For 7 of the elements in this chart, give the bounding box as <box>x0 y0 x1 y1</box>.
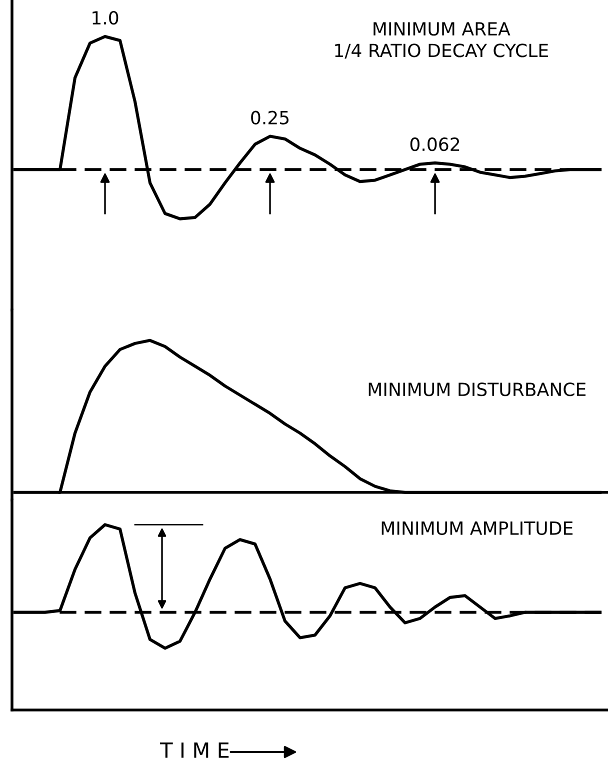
chart-title: MINIMUM AREA 1/4 RATIO DECAY CYCLE <box>335 22 548 59</box>
text: 1.0 <box>92 10 118 25</box>
annotation: 0.062 <box>410 137 460 152</box>
annotation: 0.25 <box>251 110 289 124</box>
text: MINIMUM DISTURBANCE <box>368 382 586 396</box>
chart-title: MINIMUM AMPLITUDE <box>382 522 573 535</box>
x-axis-title: T I M E <box>160 742 229 758</box>
